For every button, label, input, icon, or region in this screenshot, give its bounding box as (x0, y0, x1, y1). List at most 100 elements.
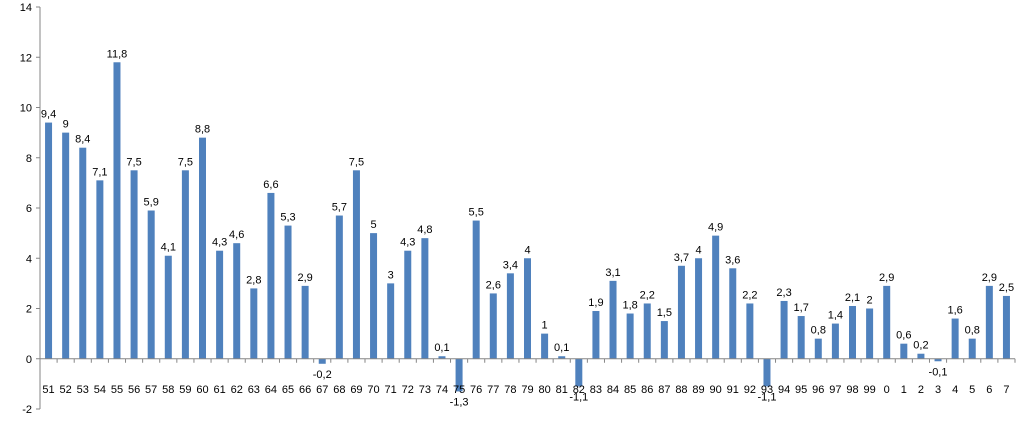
x-tick-label: 76 (470, 384, 482, 396)
data-label: 5,9 (144, 197, 159, 209)
bar (147, 210, 155, 359)
y-tick-label: 4 (26, 253, 32, 265)
bar (96, 180, 104, 359)
data-label: 1,7 (794, 302, 809, 314)
x-tick-label: 87 (658, 384, 670, 396)
bar (917, 353, 925, 359)
data-label: 6,6 (263, 179, 278, 191)
bar (985, 285, 993, 359)
bar (934, 358, 942, 362)
bar (318, 358, 326, 364)
y-axis: -2 0 2 4 6 8 10 12 14 (20, 2, 41, 416)
data-label: -1,3 (450, 396, 469, 408)
x-tick-label: 86 (641, 384, 653, 396)
x-tick-label: 90 (710, 384, 722, 396)
bar (506, 273, 514, 359)
x-tick-label: 7 (1003, 384, 1009, 396)
bar (284, 225, 292, 359)
data-label: 2,3 (776, 287, 791, 299)
data-label: 8,8 (195, 124, 210, 136)
bar (729, 268, 737, 359)
bar (900, 343, 908, 359)
data-label: 7,1 (92, 166, 107, 178)
bar (199, 137, 206, 359)
bar (951, 318, 959, 359)
x-tick-label: 55 (111, 384, 123, 396)
bar (626, 313, 634, 359)
x-tick-label: 74 (436, 384, 448, 396)
x-tick-label: 92 (744, 384, 756, 396)
x-tick-label: 3 (935, 384, 941, 396)
data-label: 4 (524, 244, 530, 256)
bar (130, 170, 138, 359)
data-label: 4,6 (229, 229, 244, 241)
data-label: 3,6 (725, 254, 740, 266)
data-label: 4,1 (161, 242, 176, 254)
data-label: 2,9 (297, 272, 312, 284)
data-label: 3,4 (503, 259, 518, 271)
data-label: 5,7 (332, 202, 347, 214)
bar (62, 132, 70, 359)
x-tick-label: 81 (556, 384, 568, 396)
data-label: 8,4 (75, 134, 90, 146)
y-tick-label: 14 (20, 2, 32, 14)
bar (438, 356, 446, 359)
bar (660, 321, 668, 359)
x-tick-label: 84 (607, 384, 619, 396)
x-tick-label: 94 (778, 384, 790, 396)
data-label: 11,8 (107, 48, 128, 60)
data-label: -1,1 (757, 391, 776, 403)
bar (746, 303, 754, 359)
x-tick-label: 63 (248, 384, 260, 396)
bar (849, 305, 856, 359)
data-label: 1,9 (588, 297, 603, 309)
x-tick-label: 85 (624, 384, 636, 396)
x-tick-label: 80 (538, 384, 550, 396)
data-labels: 9,498,47,111,87,55,94,17,58,84,34,62,86,… (41, 48, 1014, 408)
data-label: 2,2 (742, 289, 757, 301)
x-tick-label: 1 (901, 384, 907, 396)
bar (968, 338, 976, 359)
x-tick-label: 58 (162, 384, 174, 396)
data-label: 7,5 (178, 156, 193, 168)
y-tick-label: 8 (26, 153, 32, 165)
bar (335, 215, 343, 359)
data-label: 3 (388, 269, 394, 281)
x-tick-label: 98 (846, 384, 858, 396)
data-label: 2,5 (999, 282, 1014, 294)
x-tick-label: 89 (692, 384, 704, 396)
x-tick-label: 71 (385, 384, 397, 396)
bar (404, 250, 412, 359)
bar (883, 285, 891, 359)
x-tick-label: 2 (918, 384, 924, 396)
x-tick-label: 75 (453, 384, 465, 396)
bar (455, 358, 463, 392)
data-label: 1,6 (947, 305, 962, 317)
bar (592, 311, 600, 359)
x-tick-label: 69 (350, 384, 362, 396)
data-label: 5,5 (469, 207, 484, 219)
data-label: 5,3 (280, 212, 295, 224)
data-label: 0,1 (554, 342, 569, 354)
x-tick-label: 52 (60, 384, 72, 396)
bar (79, 147, 87, 359)
x-tick-label: 93 (761, 384, 773, 396)
data-label: 3,1 (605, 267, 620, 279)
x-tick-label: 82 (573, 384, 585, 396)
y-tick-label: 2 (26, 304, 32, 316)
y-tick-label: 0 (26, 354, 32, 366)
x-tick-label: 54 (94, 384, 106, 396)
data-label: 3,7 (674, 252, 689, 264)
x-tick-label: 4 (952, 384, 958, 396)
x-axis: 51 52 53 54 55 56 57 58 59 60 61 62 63 64 65 66 67 68 69 70… (39, 358, 1016, 396)
x-tick-label: 57 (145, 384, 157, 396)
data-label: 2,9 (879, 272, 894, 284)
x-tick-label: 95 (795, 384, 807, 396)
data-label: 2,9 (982, 272, 997, 284)
data-label: 0,8 (811, 325, 826, 337)
data-label: 5 (370, 219, 376, 231)
bar (181, 170, 189, 359)
x-tick-label: 65 (282, 384, 294, 396)
bar (695, 258, 703, 359)
bar (866, 308, 874, 359)
